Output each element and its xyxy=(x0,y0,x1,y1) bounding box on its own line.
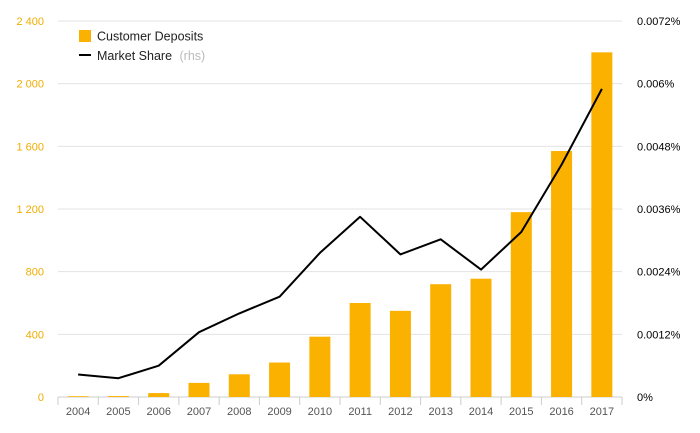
left-tick-label: 400 xyxy=(26,329,44,341)
x-tick-label: 2011 xyxy=(348,406,372,418)
bar-2009 xyxy=(269,362,291,397)
x-tick-label: 2016 xyxy=(549,406,573,418)
x-tick-label: 2014 xyxy=(469,406,493,418)
x-axis xyxy=(57,396,623,405)
bar-2011 xyxy=(349,303,371,397)
x-tick-label: 2017 xyxy=(590,406,614,418)
legend-label-customer-deposits: Customer Deposits xyxy=(97,30,203,44)
bar-2012 xyxy=(389,310,411,397)
bar-2006 xyxy=(148,393,170,397)
left-axis-ticks: 0 400 800 1 200 1 600 2 000 2 400 xyxy=(16,16,44,404)
x-tick-label: 2012 xyxy=(388,406,412,418)
x-tick-label: 2006 xyxy=(146,406,170,418)
market-share-polyline xyxy=(78,88,603,380)
legend: Customer Deposits Market Share (rhs) xyxy=(79,30,205,63)
right-tick-label: 0% xyxy=(637,392,653,404)
bar-2005 xyxy=(107,396,129,397)
bar-2016 xyxy=(551,151,573,397)
x-axis-ticks: 2004 2005 2006 2007 2008 2009 2010 2011 2012 2013… xyxy=(66,406,614,418)
right-tick-label: 0.0012% xyxy=(637,329,681,341)
right-tick-label: 0.0036% xyxy=(637,204,681,216)
bar-2004 xyxy=(67,396,89,397)
market-share-line xyxy=(78,88,603,380)
legend-note-rhs: (rhs) xyxy=(180,49,206,63)
x-tick-label: 2010 xyxy=(308,406,332,418)
bar-2010 xyxy=(309,336,331,397)
legend-label-market-share-text: Market Share xyxy=(97,49,172,63)
x-tick-label: 2007 xyxy=(187,406,211,418)
legend-swatch-customer-deposits xyxy=(79,30,91,42)
left-tick-label: 1 200 xyxy=(16,204,44,216)
bar-2015 xyxy=(510,212,532,397)
left-tick-label: 800 xyxy=(26,267,44,279)
left-tick-label: 1 600 xyxy=(16,141,44,153)
left-tick-label: 2 400 xyxy=(16,16,44,28)
right-tick-label: 0.006% xyxy=(637,79,675,91)
right-tick-label: 0.0024% xyxy=(637,267,681,279)
bar-2013 xyxy=(430,284,452,397)
legend-label-market-share: Market Share (rhs) xyxy=(97,49,205,63)
x-tick-label: 2004 xyxy=(66,406,90,418)
gridlines xyxy=(58,20,622,335)
left-tick-label: 0 xyxy=(38,392,44,404)
bar-2014 xyxy=(470,278,492,397)
right-tick-label: 0.0072% xyxy=(637,16,681,28)
x-tick-label: 2009 xyxy=(267,406,291,418)
x-tick-label: 2008 xyxy=(227,406,251,418)
bar-2008 xyxy=(228,374,250,397)
right-axis-ticks: 0% 0.0012% 0.0024% 0.0036% 0.0048% 0.006% 0.00… xyxy=(637,16,681,404)
bar-2017 xyxy=(591,52,613,397)
bar-2007 xyxy=(188,382,210,397)
left-tick-label: 2 000 xyxy=(16,79,44,91)
x-tick-label: 2005 xyxy=(106,406,130,418)
right-tick-label: 0.0048% xyxy=(637,141,681,153)
deposit-bars xyxy=(67,52,613,397)
x-tick-label: 2013 xyxy=(428,406,452,418)
x-tick-label: 2015 xyxy=(509,406,533,418)
